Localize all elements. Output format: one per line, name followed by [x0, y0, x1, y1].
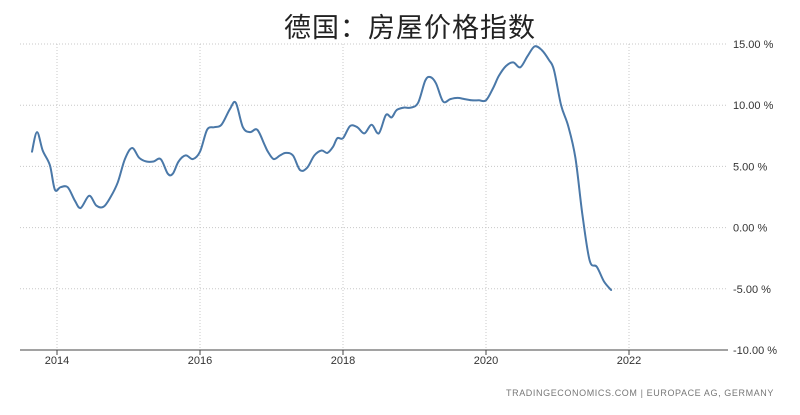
series-line — [31, 45, 613, 291]
axes — [20, 349, 728, 355]
x-tick-label: 2014 — [45, 355, 69, 367]
x-tick-label: 2018 — [331, 355, 355, 367]
y-tick-label: 15.00 % — [733, 39, 774, 51]
y-tick-label: -10.00 % — [733, 345, 777, 357]
x-tick-label: 2022 — [617, 355, 641, 367]
y-tick-label: 5.00 % — [733, 161, 767, 173]
x-tick-label: 2016 — [188, 355, 212, 367]
y-tick-label: 0.00 % — [733, 223, 767, 235]
y-tick-labels: 15.00 % 10.00 % 5.00 % 0.00 % -5.00 % -10.00 … — [733, 39, 777, 357]
y-tick-label: 10.00 % — [733, 100, 774, 112]
series-layer — [31, 45, 613, 291]
y-tick-label: -5.00 % — [733, 284, 771, 296]
source-credit: TRADINGECONOMICS.COM | EUROPACE AG, GERM… — [506, 388, 774, 398]
grid-lines — [20, 43, 728, 350]
chart-title: 德国：房屋价格指数 — [284, 13, 536, 44]
x-tick-labels: 2014 2016 2018 2020 2022 — [45, 355, 641, 367]
x-tick-label: 2020 — [474, 355, 498, 367]
